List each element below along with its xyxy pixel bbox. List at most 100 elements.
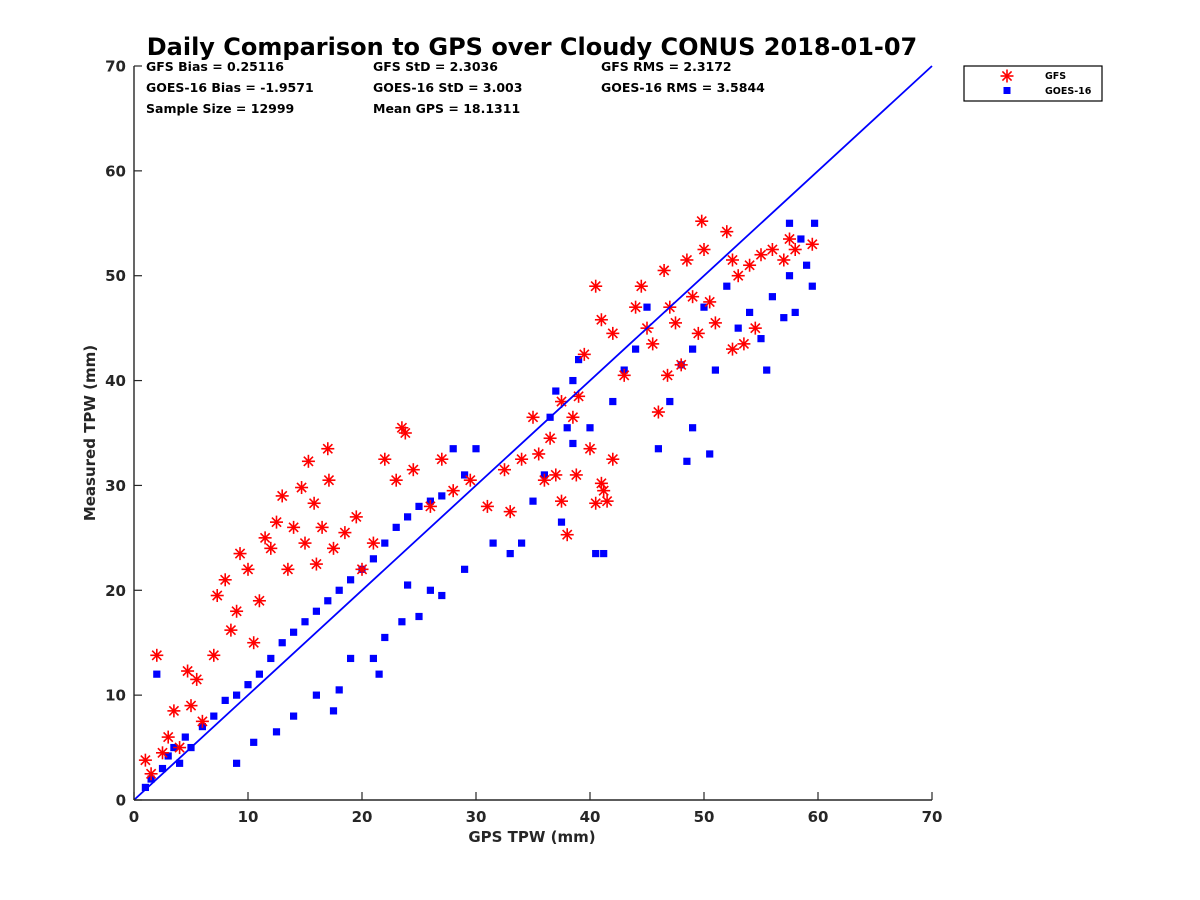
gfs-point xyxy=(543,431,557,445)
gfs-point xyxy=(503,505,517,519)
y-tick-label: 40 xyxy=(105,372,126,390)
gfs-point xyxy=(338,526,352,540)
goes16-point xyxy=(312,607,320,615)
gfs-point xyxy=(156,746,169,760)
gfs-point xyxy=(281,562,295,576)
gfs-point xyxy=(661,368,675,382)
gfs-point xyxy=(731,269,745,283)
gfs-point xyxy=(355,562,369,576)
goes16-point xyxy=(278,639,286,647)
gfs-point xyxy=(600,494,614,508)
gfs-point xyxy=(697,243,711,256)
goes16-point xyxy=(324,597,332,605)
y-tick-label: 50 xyxy=(105,267,126,285)
goes16-point xyxy=(244,681,252,689)
gfs-point xyxy=(195,714,209,728)
gfs-point xyxy=(577,347,591,361)
goes16-point xyxy=(301,618,309,626)
gfs-point xyxy=(695,214,709,228)
gfs-point xyxy=(566,410,580,424)
gfs-point xyxy=(287,520,301,534)
goes16-point xyxy=(600,549,608,558)
stat-text: GOES-16 RMS = 3.5844 xyxy=(601,80,765,95)
stat-text: GFS StD = 2.3036 xyxy=(373,59,498,74)
gfs-point xyxy=(366,536,380,550)
gfs-point xyxy=(743,258,757,272)
goes16-point xyxy=(375,670,383,678)
goes16-point xyxy=(415,502,423,510)
x-axis-ticks: 0 10 20 30 40 50 60 70 xyxy=(129,792,943,826)
gfs-point xyxy=(309,557,323,571)
gfs-point xyxy=(703,295,717,309)
goes16-point xyxy=(210,712,218,720)
goes16-point xyxy=(158,764,167,773)
gfs-point xyxy=(674,358,688,372)
y-tick-label: 0 xyxy=(116,792,126,810)
y-tick-label: 30 xyxy=(105,477,126,495)
x-tick-label: 70 xyxy=(922,808,943,826)
gfs-point xyxy=(301,454,315,468)
gfs-point xyxy=(138,753,152,767)
stat-text: GFS RMS = 2.3172 xyxy=(601,59,732,74)
goes16-point xyxy=(290,712,298,720)
gfs-point xyxy=(295,481,309,495)
goes16-point xyxy=(164,752,172,760)
goes16-point xyxy=(472,445,480,453)
goes16-point xyxy=(785,219,794,227)
gfs-point xyxy=(298,536,312,550)
goes16-point xyxy=(335,686,343,694)
gfs-point xyxy=(327,541,340,555)
goes16-point xyxy=(250,738,258,746)
goes16-point xyxy=(290,628,298,636)
gfs-point xyxy=(765,243,779,256)
gfs-point xyxy=(258,531,272,545)
gfs-point xyxy=(669,316,682,330)
gfs-point xyxy=(161,730,175,744)
y-tick-label: 60 xyxy=(105,162,126,180)
gfs-point xyxy=(569,468,583,482)
stat-text: GOES-16 StD = 3.003 xyxy=(373,80,522,95)
goes16-point xyxy=(426,586,434,594)
goes16-point xyxy=(141,783,149,792)
gfs-point xyxy=(230,604,244,618)
goes16-point xyxy=(757,335,765,343)
gfs-point xyxy=(680,253,694,267)
gfs-point xyxy=(617,368,631,382)
gfs-point xyxy=(537,473,551,487)
goes16-point xyxy=(369,555,377,563)
axes xyxy=(133,66,932,801)
gfs-point xyxy=(423,499,437,513)
gfs-point xyxy=(805,237,819,251)
gfs-point xyxy=(181,664,195,678)
gfs-point xyxy=(378,452,392,466)
gfs-point xyxy=(224,623,238,637)
gfs-point xyxy=(708,316,722,330)
goes16-point xyxy=(808,282,816,290)
goes16-point xyxy=(267,654,275,663)
gfs-point xyxy=(463,473,477,487)
goes16-point xyxy=(392,523,400,531)
gfs-point xyxy=(606,326,620,340)
y-axis-label: Measured TPW (mm) xyxy=(81,345,99,521)
goes16-point xyxy=(335,586,343,594)
gfs-point xyxy=(498,463,511,477)
goes16-point xyxy=(221,696,229,704)
y-axis-ticks: 0 10 20 30 40 50 60 70 xyxy=(105,58,142,810)
stat-text: Mean GPS = 18.1311 xyxy=(373,101,520,116)
goes16-point xyxy=(689,424,697,432)
one-to-one-reference-line xyxy=(133,65,933,801)
gfs-point xyxy=(349,510,363,524)
gfs-point xyxy=(515,452,529,466)
gfs-point xyxy=(646,337,660,351)
goes16-point xyxy=(609,397,617,406)
goes16-point xyxy=(654,445,662,453)
gfs-point xyxy=(629,300,643,314)
gfs-point xyxy=(218,573,232,587)
goes16-point xyxy=(181,733,189,741)
chart-title: Daily Comparison to GPS over Cloudy CONU… xyxy=(147,33,918,61)
goes16-point xyxy=(398,618,406,626)
gfs-point xyxy=(167,704,181,718)
goes16-point xyxy=(723,282,731,290)
gfs-point xyxy=(241,562,255,576)
gfs-point xyxy=(748,321,762,335)
